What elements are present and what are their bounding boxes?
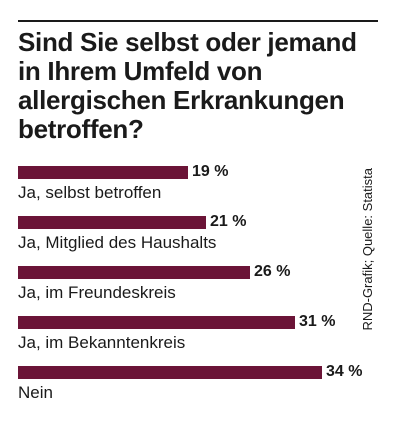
bar-1 — [18, 166, 188, 179]
value-label-3: 26 % — [254, 263, 291, 280]
category-label-3: Ja, im Freundeskreis — [18, 283, 176, 302]
bar-2 — [18, 216, 206, 229]
chart-title: Sind Sie selbst oder jemand in Ihrem Umf… — [18, 27, 357, 144]
value-label-1: 19 % — [192, 163, 229, 180]
category-label-1: Ja, selbst betroffen — [18, 183, 162, 202]
value-label-2: 21 % — [210, 213, 247, 230]
category-label-4: Ja, im Bekanntenkreis — [18, 333, 186, 352]
category-label-2: Ja, Mitglied des Haushalts — [18, 233, 217, 252]
top-rule — [18, 20, 378, 22]
value-label-5: 34 % — [326, 363, 363, 380]
bar-4 — [18, 316, 295, 329]
bar-3 — [18, 266, 250, 279]
value-label-4: 31 % — [299, 313, 336, 330]
bar-5 — [18, 366, 322, 379]
source-text: RND-Grafik; Quelle: Statista — [360, 168, 375, 331]
source-note: RND-Grafik; Quelle: Statista — [359, 168, 375, 338]
category-label-5: Nein — [18, 383, 53, 402]
